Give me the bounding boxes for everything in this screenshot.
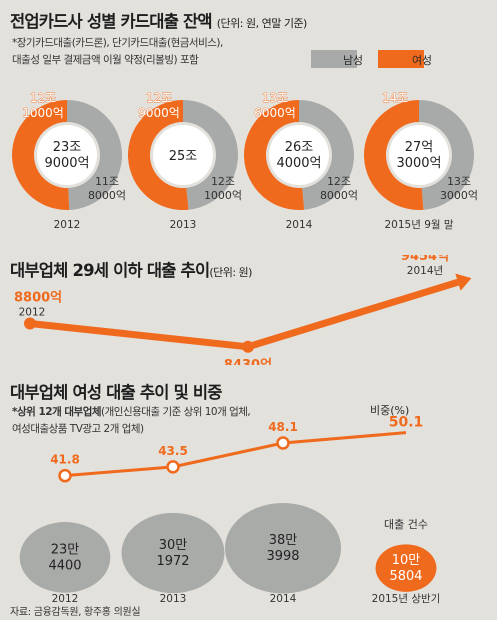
legend-male-swatch (311, 50, 357, 68)
donut-center (37, 125, 97, 185)
donut-center (389, 125, 449, 185)
women-note-1b: (개인신용대출 기준 상위 10개 업체, (101, 406, 251, 418)
donut-male-label: 12조 8000억 (320, 175, 358, 202)
x-tick-label: 2012 (19, 306, 46, 318)
donut-chart: 23조 9000억 12조 1000억 11조 8000억 2012 25조 12조 9000억 1… (11, 91, 478, 231)
donut-total-label: 27억 3000억 (396, 140, 441, 171)
ratio-label: 48.1 (268, 420, 298, 434)
count-bubble (19, 522, 111, 593)
count-bubble (225, 503, 341, 594)
x-tick-label: 2015년 상반기 (372, 593, 441, 605)
count-legend-label: 대출 건수 (384, 518, 428, 531)
donut-total-label: 26조 4000억 (276, 140, 321, 171)
donut-note-2: 대출성 일부 결제금액 이월 약정(리볼빙) 포함 (12, 54, 199, 66)
count-label: 23만 4400 (48, 542, 81, 573)
legend-female-label: 여성 (412, 54, 432, 67)
donut-year-label: 2013 (170, 219, 197, 231)
x-tick-label: 2014 (270, 593, 297, 605)
women-loan-chart: 23만 4400 30만 1972 38만 3998 10만 5804 대출 건수 41.8 43.… (19, 415, 441, 605)
donut-male-label: 11조 8000억 (88, 175, 126, 202)
count-label: 10만 5804 (389, 553, 422, 584)
x-tick-label: 2014년 (407, 265, 443, 277)
line-unit: (단위: 원) (209, 266, 252, 279)
source-note: 자료: 금융감독원, 황주홍 의원실 (10, 607, 141, 618)
donut-total-label: 25조 (169, 149, 198, 164)
donut-male-label: 12조 1000억 (204, 175, 242, 202)
data-point (242, 340, 254, 353)
women-note-1: *상위 12개 대부업체(개인신용대출 기준 상위 10개 업체, (12, 405, 251, 420)
ratio-point (276, 436, 290, 450)
legend-female-swatch (378, 50, 424, 68)
ratio-label: 비중(%) (370, 404, 410, 417)
ratio-label: 50.1 (389, 415, 424, 431)
series-line (29, 278, 460, 351)
line-section-title: 대부업체 29세 이하 대출 추이(단위: 원) (10, 257, 252, 281)
ratio-line (64, 431, 407, 478)
donut-center (269, 125, 329, 185)
count-bubble (121, 512, 225, 594)
x-tick-label: 2013 (160, 593, 187, 605)
women-note-2: 여성대출상품 TV광고 2개 업체) (12, 423, 144, 435)
donut-slice-male (419, 100, 474, 210)
donut-female-label: 13조 6000억 (254, 91, 296, 120)
x-tick-label: 2012 (52, 593, 79, 605)
donut-slice-male (299, 100, 354, 210)
donut-year-label: 2015년 9월 말 (384, 219, 453, 231)
donut-center (153, 125, 213, 185)
donut-male-label: 13조 3000억 (440, 175, 478, 202)
ratio-label: 41.8 (50, 453, 80, 467)
donut-slice-male (67, 100, 122, 210)
women-note-1a: *상위 12개 대부업체 (12, 406, 102, 418)
women-section-title: 대부업체 여성 대출 추이 및 비중 (10, 383, 222, 402)
donut-slice-female (11, 100, 70, 211)
ratio-label: 43.5 (158, 444, 188, 458)
legend-male-label: 남성 (343, 54, 363, 67)
data-point (24, 317, 36, 330)
count-label: 38만 3998 (266, 533, 299, 564)
donut-total-label: 23조 9000억 (44, 140, 89, 171)
ratio-point (58, 468, 72, 483)
ratio-point (166, 460, 180, 474)
donut-slice-female (128, 100, 189, 210)
donut-year-label: 2014 (286, 219, 313, 231)
line-chart-young: 8800억20128430억20139454억2014년 (14, 255, 472, 365)
data-label: 8800억 (14, 290, 62, 305)
count-bubble (375, 544, 437, 592)
donut-unit: (단위: 원, 연말 기준) (216, 17, 308, 30)
donut-female-label: 14조 (382, 91, 408, 105)
donut-year-label: 2012 (54, 219, 81, 231)
line-arrow-head (455, 273, 472, 291)
donut-slice-female (363, 100, 424, 210)
donut-note-1: *장기카드대출(카드론), 단기카드대출(현금서비스), (12, 37, 223, 49)
donut-slice-male (183, 100, 238, 210)
donut-slice-female (244, 100, 305, 210)
data-label: 8430억 (224, 358, 272, 365)
donut-female-label: 12조 9000억 (138, 91, 180, 120)
donut-female-label: 12조 1000억 (22, 91, 64, 120)
donut-section-title: 전업카드사 성별 카드대출 잔액 (단위: 원, 연말 기준) (10, 8, 307, 32)
line-title-text: 대부업체 29세 이하 대출 추이 (10, 261, 210, 280)
count-label: 30만 1972 (156, 538, 189, 569)
data-label: 9454억 (401, 255, 449, 264)
donut-title-text: 전업카드사 성별 카드대출 잔액 (10, 12, 213, 31)
